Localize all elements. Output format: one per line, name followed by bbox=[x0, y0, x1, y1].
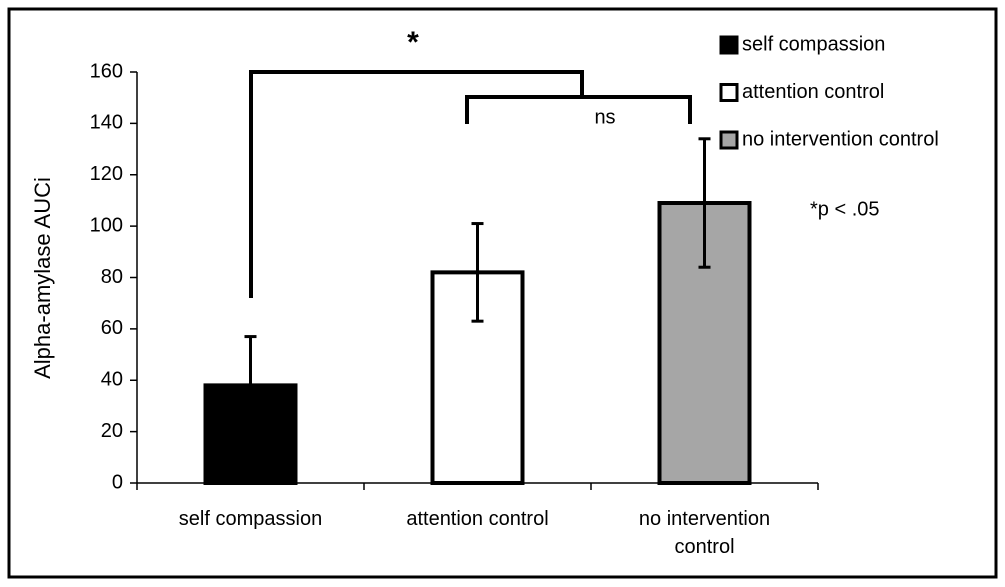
y-tick-label: 120 bbox=[90, 163, 123, 185]
y-tick-label: 80 bbox=[101, 266, 123, 288]
y-tick-label: 160 bbox=[90, 60, 123, 82]
significance-bracket bbox=[465, 95, 692, 124]
frame bbox=[7, 7, 998, 579]
x-tick-label: attention control bbox=[406, 508, 549, 530]
annotation: ns bbox=[594, 106, 615, 128]
legend-swatch bbox=[719, 35, 739, 55]
legend-swatch bbox=[719, 83, 739, 102]
legend-label: self compassion bbox=[742, 33, 885, 55]
annotation: * bbox=[407, 26, 419, 59]
y-axis-label: Alpha-amylase AUCi bbox=[30, 177, 55, 379]
x-tick-label: self compassion bbox=[178, 508, 323, 530]
legend-label: no intervention control bbox=[742, 128, 939, 150]
legend-label: attention control bbox=[742, 81, 884, 103]
y-tick-label: 40 bbox=[101, 369, 123, 391]
y-tick-label: 140 bbox=[90, 112, 123, 134]
y-tick-label: 100 bbox=[90, 214, 123, 236]
significance-bracket bbox=[249, 70, 584, 298]
annotation: *p < .05 bbox=[810, 198, 880, 220]
legend-swatch bbox=[719, 130, 739, 150]
x-tick-label: no intervention control bbox=[638, 508, 771, 558]
y-tick-label: 60 bbox=[101, 317, 123, 339]
y-tick-label: 0 bbox=[112, 471, 123, 493]
y-tick-label: 20 bbox=[101, 420, 123, 442]
